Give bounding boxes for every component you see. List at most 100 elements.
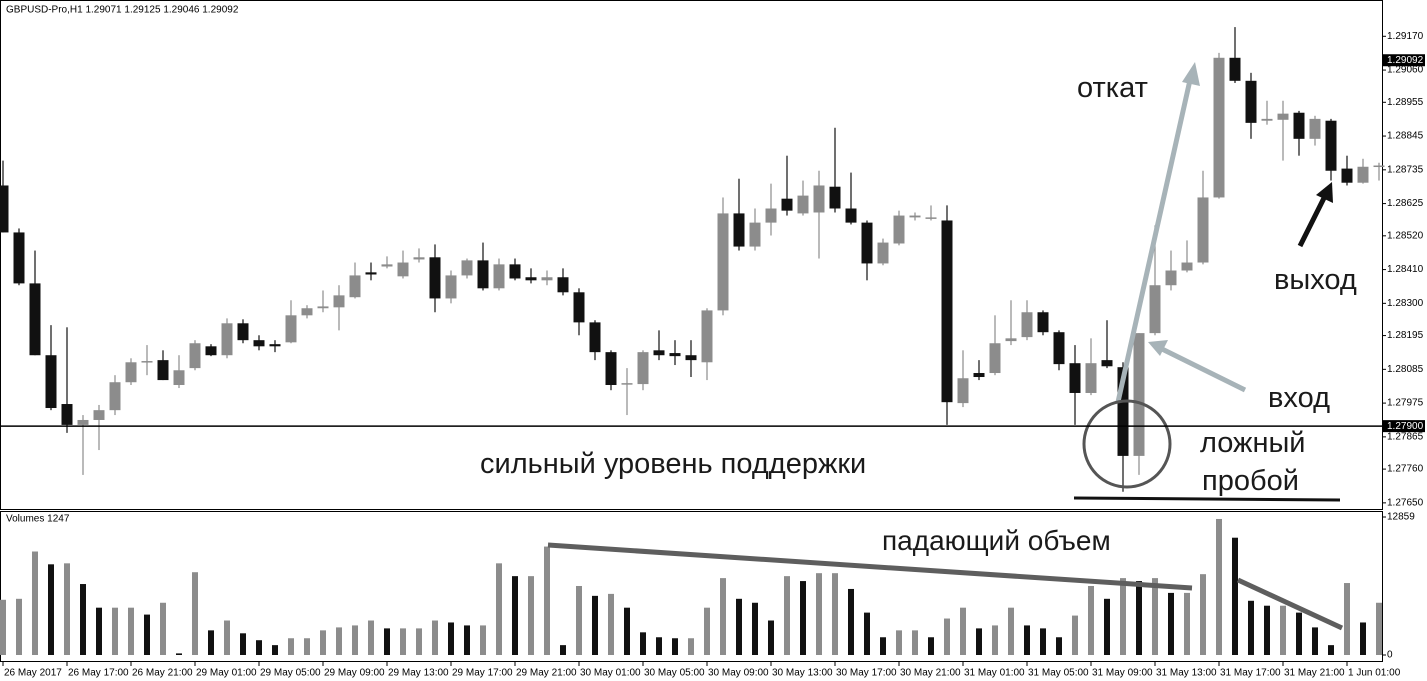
candle-body — [1325, 120, 1337, 171]
candle-body — [125, 362, 137, 383]
candle-body — [349, 275, 361, 298]
y-tick-label: 1.27760 — [1387, 464, 1424, 475]
candle-body — [669, 353, 681, 357]
y-tick-label: 1.27865 — [1387, 432, 1424, 443]
volume-bar — [512, 576, 518, 655]
y-tick-label: 1.28735 — [1387, 164, 1424, 175]
volume-bar — [160, 602, 166, 655]
volume-bar — [1168, 592, 1174, 655]
candle-body — [1213, 57, 1225, 198]
volume-bar — [896, 630, 902, 655]
candle-body — [237, 323, 249, 341]
pullback-arrowhead — [1182, 62, 1200, 86]
volume-bar — [176, 653, 182, 655]
volume-bar — [656, 637, 662, 655]
volume-bar — [288, 638, 294, 655]
volume-bar — [1120, 578, 1126, 655]
x-tick-label: 30 May 17:00 — [836, 668, 897, 679]
volume-bar — [960, 607, 966, 655]
candle-body — [253, 340, 265, 347]
entry-arrow — [1160, 346, 1247, 393]
candle-body — [717, 213, 729, 311]
x-tick-label: 31 May 05:00 — [1028, 668, 1089, 679]
volume-bar — [464, 625, 470, 655]
volume-bar — [1136, 581, 1142, 655]
candle-body — [397, 262, 409, 277]
volume-bar — [304, 638, 310, 655]
y-tick-label: 1.28300 — [1387, 298, 1424, 309]
x-tick-label: 30 May 01:00 — [580, 668, 641, 679]
candle-body — [1373, 165, 1385, 168]
candle-body — [1021, 312, 1033, 338]
volume-bar — [128, 607, 134, 655]
candle-body — [109, 382, 121, 411]
candle-body — [1165, 270, 1177, 286]
volume-bar — [624, 607, 630, 655]
volume-bar — [592, 595, 598, 655]
volume-bar — [144, 614, 150, 655]
volume-bar — [336, 627, 342, 655]
x-tick-label: 26 May 2017 — [4, 668, 62, 679]
annotation: сильный уровень поддержки — [480, 448, 866, 480]
volume-bar — [672, 638, 678, 655]
entry-arrowhead — [1148, 340, 1168, 356]
candle-body — [573, 292, 585, 323]
volume-bar — [1280, 605, 1286, 655]
pullback-arrow — [1115, 79, 1193, 403]
candle-body — [365, 272, 377, 275]
candle-body — [381, 264, 393, 267]
candle-body — [1037, 312, 1049, 333]
annotation: падающий объем — [882, 525, 1111, 556]
candle-body — [285, 315, 297, 343]
annotation: выход — [1274, 264, 1357, 296]
volume-bar — [944, 618, 950, 655]
x-tick-label: 29 May 17:00 — [452, 668, 513, 679]
volume-bar — [560, 645, 566, 655]
volume-bar — [0, 599, 6, 655]
candle-body — [301, 308, 313, 316]
y-tick-label: 1.28625 — [1387, 198, 1424, 209]
candle-body — [1117, 367, 1129, 456]
y-tick-label: 1.27650 — [1387, 498, 1424, 509]
candle-body — [829, 186, 841, 209]
volume-bar — [1008, 607, 1014, 655]
volume-bar — [864, 612, 870, 655]
volume-bar — [352, 625, 358, 655]
candle-body — [925, 217, 937, 219]
candle-body — [333, 295, 345, 308]
volume-bar — [240, 633, 246, 655]
x-tick-label: 30 May 13:00 — [772, 668, 833, 679]
annotation: ложный — [1200, 427, 1306, 459]
candle-body — [1133, 333, 1145, 456]
volume-bar — [384, 628, 390, 655]
candle-body — [541, 277, 553, 281]
candle-body — [813, 185, 825, 213]
volume-bar — [1264, 605, 1270, 655]
volume-bar — [96, 607, 102, 655]
volume-bar — [1248, 600, 1254, 655]
chart-title: GBPUSD-Pro,H1 1.29071 1.29125 1.29046 1.… — [6, 5, 239, 16]
candle-body — [733, 213, 745, 247]
candle-body — [957, 378, 969, 404]
candle-body — [1277, 113, 1289, 120]
volume-bar — [48, 564, 54, 655]
x-tick-label: 30 May 05:00 — [644, 668, 705, 679]
volume-bar — [480, 625, 486, 655]
x-tick-label: 29 May 09:00 — [324, 668, 385, 679]
breakout-circle — [1082, 399, 1172, 489]
candle-body — [941, 220, 953, 403]
x-tick-label: 26 May 21:00 — [132, 668, 193, 679]
volume-bar — [528, 576, 534, 655]
y-tick-label: 1.28845 — [1387, 131, 1424, 142]
y-tick-label: 1.28410 — [1387, 264, 1424, 275]
candle-body — [13, 232, 25, 284]
y-tick-label: 1.28955 — [1387, 97, 1424, 108]
candle-body — [765, 208, 777, 223]
volume-bar — [1024, 625, 1030, 655]
volume-bar — [544, 546, 550, 655]
plot — [0, 27, 1385, 655]
candle-body — [429, 257, 441, 299]
candle-body — [1293, 112, 1305, 139]
volume-bar — [1072, 615, 1078, 655]
candle-body — [1149, 285, 1161, 334]
